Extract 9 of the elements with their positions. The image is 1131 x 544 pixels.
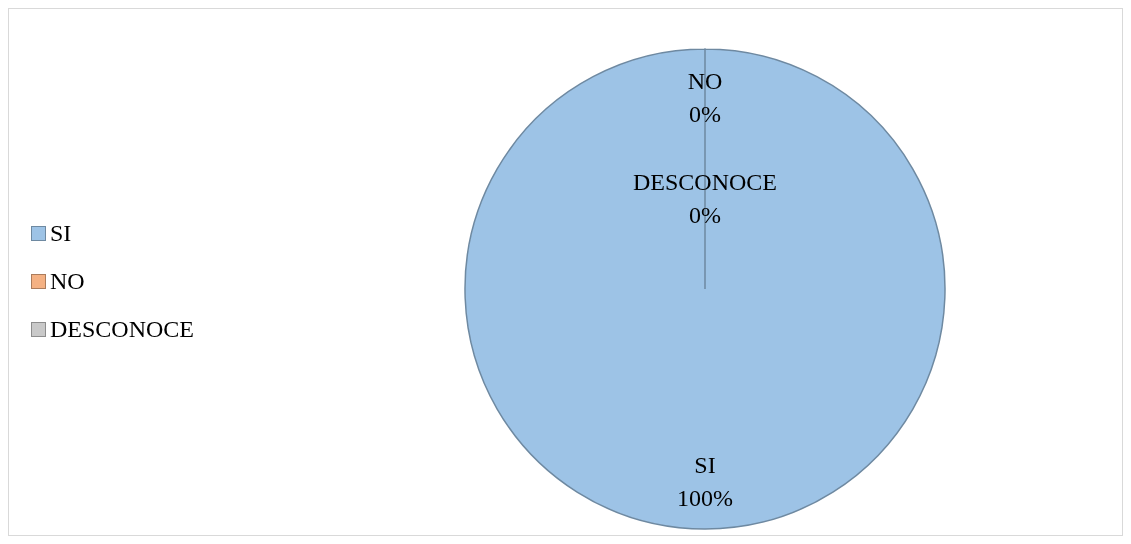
legend-label: DESCONOCE	[50, 315, 195, 343]
legend-label: NO	[50, 267, 85, 295]
category-label: NO	[687, 68, 723, 94]
text: 0%	[689, 201, 721, 228]
text: 0%	[689, 101, 721, 127]
slice-label: SI	[694, 452, 716, 478]
category-label: DESCONOCE	[632, 168, 778, 195]
legend-label: SI	[50, 219, 72, 247]
data-label: 100%	[677, 485, 733, 511]
